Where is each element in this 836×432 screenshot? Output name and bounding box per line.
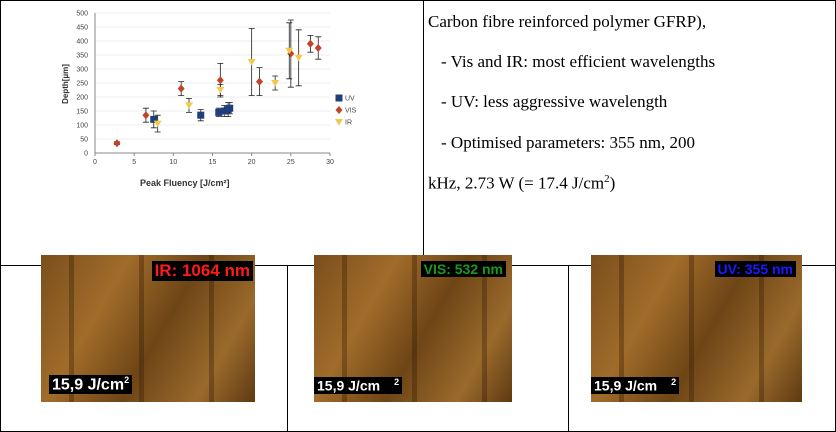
data-point xyxy=(216,87,225,94)
data-point xyxy=(285,47,294,55)
text-line: - Optimised parameters: 355 nm, 200 xyxy=(441,133,696,152)
wavelength-label: VIS: 532 nm xyxy=(420,261,506,277)
data-point xyxy=(216,76,224,85)
data-point xyxy=(150,115,158,123)
y-tick-label: 0 xyxy=(84,151,88,158)
y-tick-label: 200 xyxy=(76,95,88,102)
data-point xyxy=(306,39,314,48)
superscript: 2 xyxy=(604,173,610,185)
y-axis-label: Depth[µm] xyxy=(61,64,70,104)
x-tick-label: 5 xyxy=(132,159,136,166)
text: 15,9 J/cm xyxy=(594,378,658,394)
chart: Peak Fluency [J/cm²] Depth[µm] 050100150… xyxy=(61,11,357,189)
wavelength-label: UV: 355 nm xyxy=(714,261,796,277)
text: 15,9 J/cm xyxy=(52,376,125,393)
text: ) xyxy=(609,173,616,193)
text: kHz, 2.73 W (= 17.4 J/cm xyxy=(428,173,605,193)
micrograph: UV: 355 nm 15,9 J/cm 2 xyxy=(591,255,802,402)
y-tick-label: 450 xyxy=(76,25,88,32)
legend-label: UV xyxy=(345,96,355,103)
fluence-label: 15,9 J/cm2 xyxy=(49,374,133,394)
legend-marker xyxy=(335,94,343,102)
y-tick-label: 150 xyxy=(76,109,88,116)
legend-label: VIS xyxy=(345,108,357,115)
fluence-label: 15,9 J/cm 2 xyxy=(314,377,403,394)
y-tick-label: 400 xyxy=(76,39,88,46)
legend-marker xyxy=(335,119,343,126)
y-tick-label: 350 xyxy=(76,53,88,60)
data-point xyxy=(220,107,228,115)
y-tick-label: 300 xyxy=(76,67,88,74)
text-line: - Vis and IR: most efficient wavelengths xyxy=(441,52,716,71)
data-point xyxy=(142,111,150,120)
y-tick-label: 100 xyxy=(76,123,88,130)
legend-label: IR xyxy=(345,120,352,127)
micrograph: VIS: 532 nm 15,9 J/cm 2 xyxy=(314,255,512,402)
superscript: 2 xyxy=(671,377,677,388)
data-point xyxy=(226,104,234,112)
data-point xyxy=(177,84,185,93)
x-tick-label: 10 xyxy=(169,159,177,166)
x-axis-label: Peak Fluency [J/cm²] xyxy=(140,178,230,188)
data-point xyxy=(197,111,205,119)
data-point xyxy=(314,44,322,52)
x-tick-label: 25 xyxy=(287,159,295,166)
text-line: kHz, 2.73 W (= 17.4 J/cm2) xyxy=(428,173,615,194)
legend-marker xyxy=(335,106,343,114)
text-line: - UV: less aggressive wavelength xyxy=(441,92,668,111)
superscript: 2 xyxy=(394,377,400,388)
text: 15,9 J/cm xyxy=(317,378,381,394)
wavelength-label: IR: 1064 nm xyxy=(151,261,253,281)
data-point xyxy=(294,54,303,62)
y-tick-label: 500 xyxy=(76,11,88,18)
x-tick-label: 15 xyxy=(209,159,217,166)
data-point xyxy=(271,80,280,87)
data-point xyxy=(247,59,256,66)
x-tick-label: 20 xyxy=(248,159,256,166)
micrograph: IR: 1064 nm 15,9 J/cm2 xyxy=(41,255,255,402)
data-point xyxy=(256,77,263,86)
superscript: 2 xyxy=(124,374,130,385)
data-point xyxy=(153,120,162,128)
data-point xyxy=(113,139,121,148)
text-line: Carbon fibre reinforced polymer GFRP), xyxy=(428,12,707,31)
y-tick-label: 250 xyxy=(76,81,88,88)
data-point xyxy=(185,102,193,109)
x-tick-label: 30 xyxy=(326,159,334,166)
x-tick-label: 0 xyxy=(93,159,97,166)
y-tick-label: 50 xyxy=(80,137,88,144)
data-point xyxy=(215,108,223,116)
fluence-label: 15,9 J/cm 2 xyxy=(591,377,680,394)
